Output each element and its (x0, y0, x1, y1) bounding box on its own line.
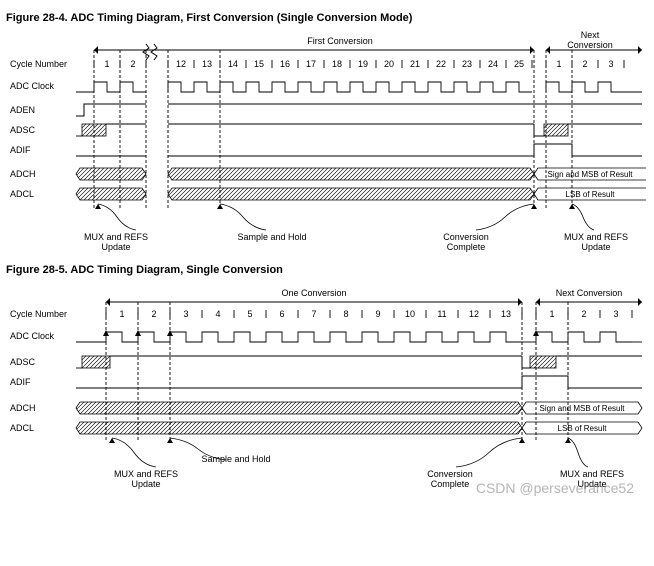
svg-text:MUX and REFSUpdate: MUX and REFSUpdate (564, 232, 628, 252)
svg-text:11: 11 (437, 309, 446, 319)
svg-text:1: 1 (119, 309, 124, 319)
svg-text:ConversionComplete: ConversionComplete (443, 232, 489, 252)
svg-text:8: 8 (343, 309, 348, 319)
svg-text:18: 18 (332, 59, 342, 69)
svg-text:3: 3 (613, 309, 618, 319)
svg-text:10: 10 (405, 309, 415, 319)
svg-text:9: 9 (375, 309, 380, 319)
svg-text:ADCL: ADCL (10, 423, 34, 433)
svg-text:Sign and MSB of Result: Sign and MSB of Result (540, 404, 626, 413)
svg-text:ADC Clock: ADC Clock (10, 81, 55, 91)
svg-text:ADSC: ADSC (10, 125, 36, 135)
svg-text:ADIF: ADIF (10, 145, 31, 155)
svg-text:2: 2 (151, 309, 156, 319)
svg-text:22: 22 (436, 59, 446, 69)
svg-text:15: 15 (254, 59, 264, 69)
svg-text:4: 4 (215, 309, 220, 319)
svg-text:ADC Clock: ADC Clock (10, 331, 55, 341)
svg-text:3: 3 (183, 309, 188, 319)
svg-text:ADSC: ADSC (10, 357, 36, 367)
svg-text:1: 1 (556, 59, 561, 69)
svg-text:2: 2 (582, 59, 587, 69)
svg-text:ADIF: ADIF (10, 377, 31, 387)
svg-text:19: 19 (358, 59, 368, 69)
svg-text:Sample and Hold: Sample and Hold (237, 232, 306, 242)
svg-text:6: 6 (279, 309, 284, 319)
svg-text:7: 7 (311, 309, 316, 319)
svg-text:12: 12 (176, 59, 186, 69)
svg-text:16: 16 (280, 59, 290, 69)
svg-text:2: 2 (130, 59, 135, 69)
svg-text:LSB of Result: LSB of Result (558, 424, 608, 433)
svg-text:23: 23 (462, 59, 472, 69)
svg-text:17: 17 (306, 59, 316, 69)
svg-text:MUX and REFSUpdate: MUX and REFSUpdate (560, 469, 624, 489)
svg-text:21: 21 (410, 59, 420, 69)
svg-text:20: 20 (384, 59, 394, 69)
svg-text:Sample and Hold: Sample and Hold (201, 454, 270, 464)
svg-text:1: 1 (549, 309, 554, 319)
svg-text:24: 24 (488, 59, 498, 69)
figure-2-svg: One Conversion Next Conversion Cycle Numbe… (6, 282, 646, 492)
figure-1-diagram: First Conversion NextConversion Cycle Numb… (6, 30, 648, 260)
svg-text:Next Conversion: Next Conversion (556, 288, 623, 298)
svg-text:Sign and MSB of Result: Sign and MSB of Result (548, 170, 634, 179)
svg-text:ADCL: ADCL (10, 189, 34, 199)
svg-text:ADCH: ADCH (10, 403, 36, 413)
svg-text:First Conversion: First Conversion (307, 36, 373, 46)
svg-text:ADEN: ADEN (10, 105, 35, 115)
svg-text:ADCH: ADCH (10, 169, 36, 179)
svg-text:2: 2 (581, 309, 586, 319)
svg-text:12: 12 (469, 309, 479, 319)
svg-text:NextConversion: NextConversion (567, 30, 613, 50)
svg-text:25: 25 (514, 59, 524, 69)
svg-text:Cycle Number: Cycle Number (10, 309, 67, 319)
figure-1-svg: First Conversion NextConversion Cycle Numb… (6, 30, 646, 260)
figure-2-title: Figure 28-5. ADC Timing Diagram, Single … (6, 264, 648, 276)
figure-1-title: Figure 28-4. ADC Timing Diagram, First C… (6, 12, 648, 24)
svg-text:One Conversion: One Conversion (281, 288, 346, 298)
svg-text:14: 14 (228, 59, 238, 69)
svg-text:1: 1 (104, 59, 109, 69)
svg-text:5: 5 (247, 309, 252, 319)
svg-text:3: 3 (608, 59, 613, 69)
svg-text:MUX and REFSUpdate: MUX and REFSUpdate (114, 469, 178, 489)
figure-2-diagram: One Conversion Next Conversion Cycle Numbe… (6, 282, 648, 492)
svg-text:Cycle Number: Cycle Number (10, 59, 67, 69)
svg-text:13: 13 (501, 309, 511, 319)
svg-text:13: 13 (202, 59, 212, 69)
svg-text:ConversionComplete: ConversionComplete (427, 469, 473, 489)
svg-text:MUX and REFSUpdate: MUX and REFSUpdate (84, 232, 148, 252)
svg-text:LSB of Result: LSB of Result (566, 190, 616, 199)
